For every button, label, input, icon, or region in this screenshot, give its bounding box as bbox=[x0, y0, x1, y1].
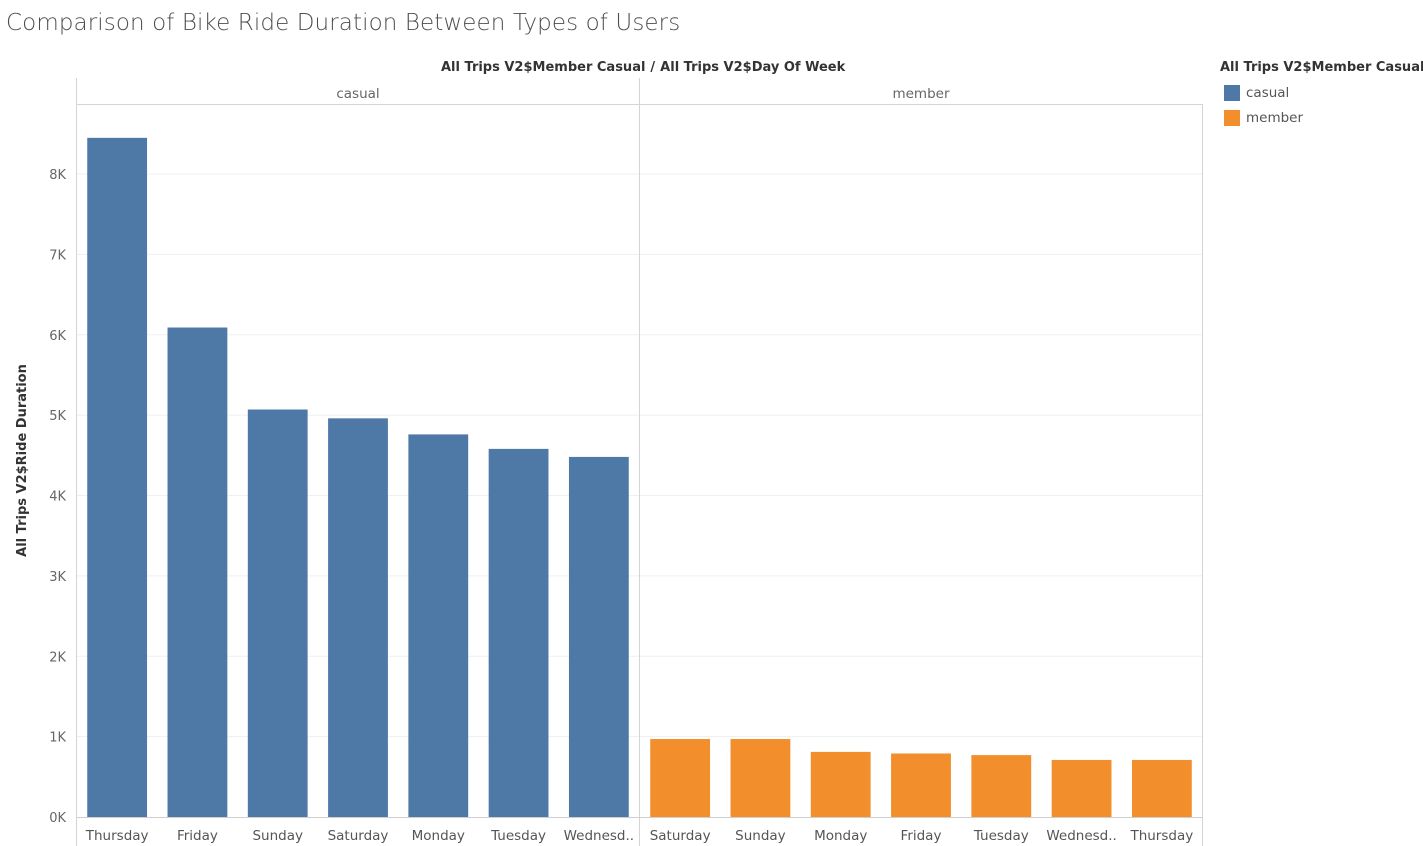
bar-casual-sunday[interactable] bbox=[247, 409, 308, 817]
x-tick-label: Tuesday bbox=[973, 828, 1029, 844]
bar-casual-tuesday[interactable] bbox=[488, 448, 549, 817]
legend: All Trips V2$Member Casual casual member bbox=[1220, 60, 1423, 130]
panel-header-member: member bbox=[892, 86, 949, 102]
x-tick-label: Monday bbox=[412, 828, 465, 844]
chart-title: Comparison of Bike Ride Duration Between… bbox=[6, 10, 681, 36]
chart-frame bbox=[76, 78, 1203, 846]
x-tick-label: Thursday bbox=[1129, 828, 1193, 844]
header-field-day-of-week: All Trips V2$Day Of Week bbox=[660, 60, 846, 75]
x-tick-label: Sunday bbox=[252, 828, 303, 844]
y-tick-label: 7K bbox=[49, 248, 66, 263]
panel-header-casual: casual bbox=[336, 86, 379, 102]
y-tick-label: 6K bbox=[49, 329, 66, 344]
bar-member-thursday[interactable] bbox=[1131, 759, 1192, 817]
y-tick-label: 2K bbox=[49, 650, 66, 665]
y-tick-label: 4K bbox=[49, 490, 66, 505]
x-tick-label: Wednesd.. bbox=[564, 828, 634, 844]
legend-label-member: member bbox=[1246, 109, 1304, 126]
y-tick-label: 8K bbox=[49, 168, 66, 183]
bar-member-friday[interactable] bbox=[891, 753, 951, 817]
bar-member-saturday[interactable] bbox=[650, 739, 711, 817]
x-tick-label: Friday bbox=[901, 828, 942, 844]
x-tick-label: Saturday bbox=[650, 828, 711, 844]
x-tick-label: Monday bbox=[814, 828, 867, 844]
legend-swatch-casual bbox=[1224, 84, 1240, 101]
bar-casual-saturday[interactable] bbox=[328, 418, 388, 817]
x-tick-label: Saturday bbox=[328, 828, 389, 844]
x-axis: Thursday Friday Sunday Saturday Monday Tuesda… bbox=[85, 828, 1193, 844]
y-axis: 0K 1K 2K 3K 4K 5K 6K 7K 8K All Trips V2$Ride Dura… bbox=[15, 168, 66, 826]
x-tick-label: Tuesday bbox=[490, 828, 546, 844]
header-field-member-casual: All Trips V2$Member Casual bbox=[441, 60, 646, 75]
bar-member-wednesd[interactable] bbox=[1051, 759, 1112, 817]
legend-label-casual: casual bbox=[1246, 84, 1290, 101]
x-tick-label: Thursday bbox=[85, 828, 149, 844]
x-tick-label: Wednesd.. bbox=[1046, 828, 1116, 844]
x-tick-label: Friday bbox=[177, 828, 218, 844]
panel-headers: casual member bbox=[336, 86, 950, 102]
y-tick-label: 3K bbox=[49, 570, 66, 585]
header-separator: / bbox=[650, 60, 656, 75]
bar-casual-friday[interactable] bbox=[167, 327, 228, 817]
legend-swatch-member bbox=[1224, 109, 1240, 126]
legend-item-member[interactable]: member bbox=[1220, 105, 1423, 130]
x-tick-label: Sunday bbox=[735, 828, 786, 844]
bar-member-sunday[interactable] bbox=[730, 739, 791, 817]
bar-casual-wednesd[interactable] bbox=[568, 456, 629, 817]
bars bbox=[87, 137, 1192, 818]
bar-member-tuesday[interactable] bbox=[971, 755, 1032, 817]
legend-title: All Trips V2$Member Casual bbox=[1220, 60, 1423, 75]
y-axis-title: All Trips V2$Ride Duration bbox=[15, 364, 30, 557]
y-tick-label: 5K bbox=[49, 409, 66, 424]
legend-item-casual[interactable]: casual bbox=[1220, 80, 1423, 105]
y-tick-label: 0K bbox=[49, 811, 66, 826]
bar-member-monday[interactable] bbox=[810, 751, 871, 817]
column-header-title: All Trips V2$Member Casual / All Trips V2$… bbox=[441, 60, 845, 75]
y-tick-label: 1K bbox=[49, 731, 66, 746]
bar-casual-monday[interactable] bbox=[408, 434, 469, 817]
bar-casual-thursday[interactable] bbox=[87, 137, 148, 818]
